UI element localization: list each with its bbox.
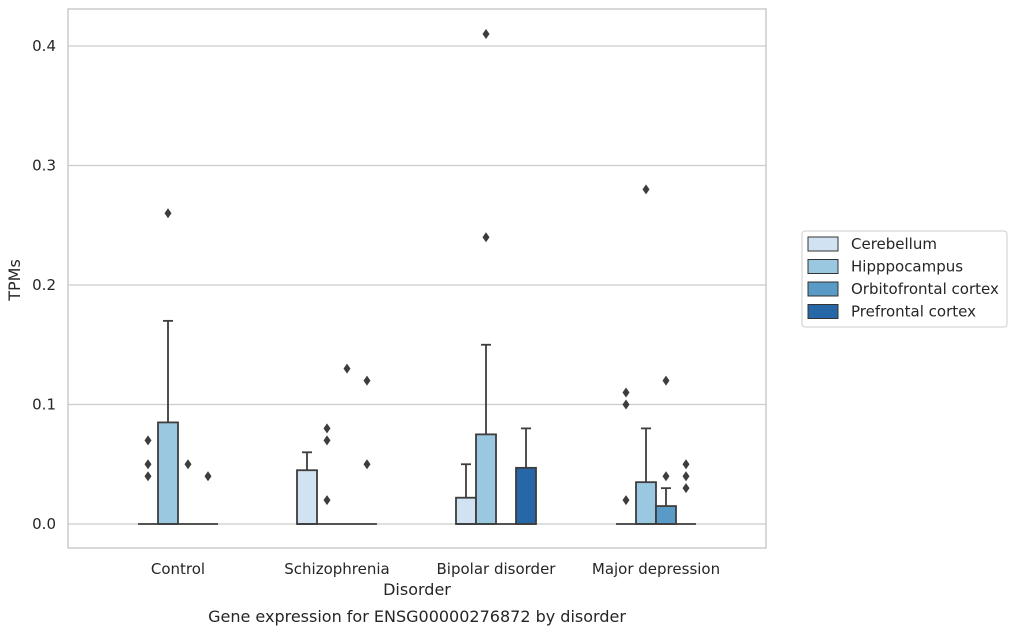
outlier-point	[682, 459, 690, 470]
box-1-3	[357, 375, 377, 525]
chart-caption: Gene expression for ENSG00000276872 by d…	[208, 607, 626, 626]
box-3-0	[616, 387, 636, 525]
box-groups	[138, 29, 696, 525]
box-body	[455, 496, 477, 525]
box-body	[655, 505, 677, 525]
outlier-point	[642, 184, 650, 195]
y-tick-label: 0.1	[32, 396, 56, 414]
box-3-2	[655, 375, 677, 525]
legend: Cerebellum Hipppocampus Orbitofrontal cort…	[801, 230, 1008, 328]
outlier-point	[323, 495, 331, 506]
outlier-point	[622, 495, 630, 506]
outlier-point	[622, 399, 630, 410]
legend-frame	[801, 230, 1008, 328]
x-tick-label: Schizophrenia	[284, 560, 389, 578]
box-body	[157, 421, 179, 525]
x-tick-label: Major depression	[592, 560, 720, 578]
outlier-point	[363, 459, 371, 470]
legend-swatch	[807, 304, 839, 319]
box-3-1	[635, 184, 657, 525]
outlier-point	[144, 459, 152, 470]
outlier-point	[682, 471, 690, 482]
legend-label: Hipppocampus	[851, 258, 963, 276]
outlier-point	[184, 459, 192, 470]
legend-swatch	[807, 236, 839, 252]
outlier-point	[323, 435, 331, 446]
outlier-point	[682, 483, 690, 494]
outlier-point	[482, 232, 490, 243]
box-0-3	[198, 471, 218, 525]
y-tick-label: 0.0	[32, 515, 56, 533]
y-axis-title: TPMs	[5, 259, 24, 302]
plot-frame	[67, 8, 767, 549]
x-axis-title: Disorder	[383, 580, 451, 599]
y-tick-label: 0.3	[32, 157, 56, 175]
box-3-3	[676, 459, 696, 525]
y-tick-label: 0.2	[32, 276, 56, 294]
box-body	[475, 433, 497, 525]
box-2-3	[515, 427, 537, 525]
outlier-point	[144, 435, 152, 446]
box-body	[515, 466, 537, 525]
box-2-1	[475, 29, 497, 525]
box-1-2	[337, 363, 357, 525]
outlier-point	[482, 29, 490, 40]
x-tick-label: Bipolar disorder	[437, 560, 557, 578]
outlier-point	[363, 375, 371, 386]
box-1-0	[296, 451, 318, 525]
legend-swatch	[807, 259, 839, 274]
legend-label: Prefrontal cortex	[851, 303, 976, 321]
outlier-point	[323, 423, 331, 434]
y-tick-label: 0.4	[32, 37, 56, 55]
legend-label: Cerebellum	[851, 235, 937, 253]
box-body	[296, 469, 318, 525]
box-0-2	[178, 459, 198, 525]
outlier-point	[622, 387, 630, 398]
legend-swatch	[807, 281, 839, 297]
box-2-0	[455, 463, 477, 525]
outlier-point	[204, 471, 212, 482]
outlier-point	[343, 363, 351, 374]
outlier-point	[144, 471, 152, 482]
y-axis-ticks: 0.0 0.1 0.2 0.3 0.4	[32, 37, 56, 533]
x-tick-label: Control	[151, 560, 205, 578]
outlier-point	[662, 375, 670, 386]
box-body	[635, 481, 657, 525]
box-0-1	[157, 208, 179, 525]
box-0-0	[138, 435, 158, 525]
legend-label: Orbitofrontal cortex	[851, 280, 999, 298]
outlier-point	[164, 208, 172, 219]
box-1-1	[317, 423, 337, 525]
x-axis-ticks: Control Schizophrenia Bipolar disorder Majo…	[151, 560, 720, 578]
outlier-point	[662, 471, 670, 482]
